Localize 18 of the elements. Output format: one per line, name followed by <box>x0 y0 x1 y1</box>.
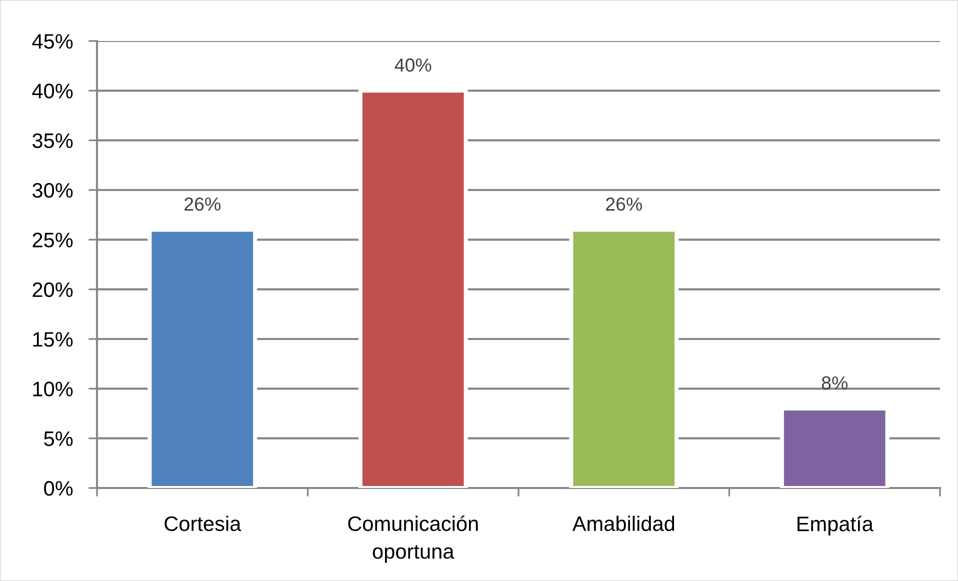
x-tick-label: Cortesia <box>164 516 242 532</box>
data-label: 8% <box>822 376 848 390</box>
y-tick-label: 40% <box>32 84 73 98</box>
x-tick-label: Comunicación oportuna <box>348 516 478 563</box>
y-tick-label: 20% <box>32 282 73 298</box>
y-tick-label: 15% <box>33 332 73 347</box>
x-tick-label: Empatía <box>798 516 874 536</box>
y-tick-label: 45% <box>32 34 73 49</box>
y-tick-label: 10% <box>33 382 73 396</box>
x-tick-label: Amabilidad <box>572 516 674 532</box>
y-tick-label: 5% <box>44 431 73 446</box>
data-label: 26% <box>184 197 220 211</box>
y-tick-label: 35% <box>32 133 73 148</box>
data-label: 26% <box>606 197 642 211</box>
y-tick-label: 30% <box>32 183 73 198</box>
y-tick-label: 25% <box>32 232 73 248</box>
y-tick-label: 0% <box>44 481 73 496</box>
data-label: 40% <box>394 58 432 72</box>
